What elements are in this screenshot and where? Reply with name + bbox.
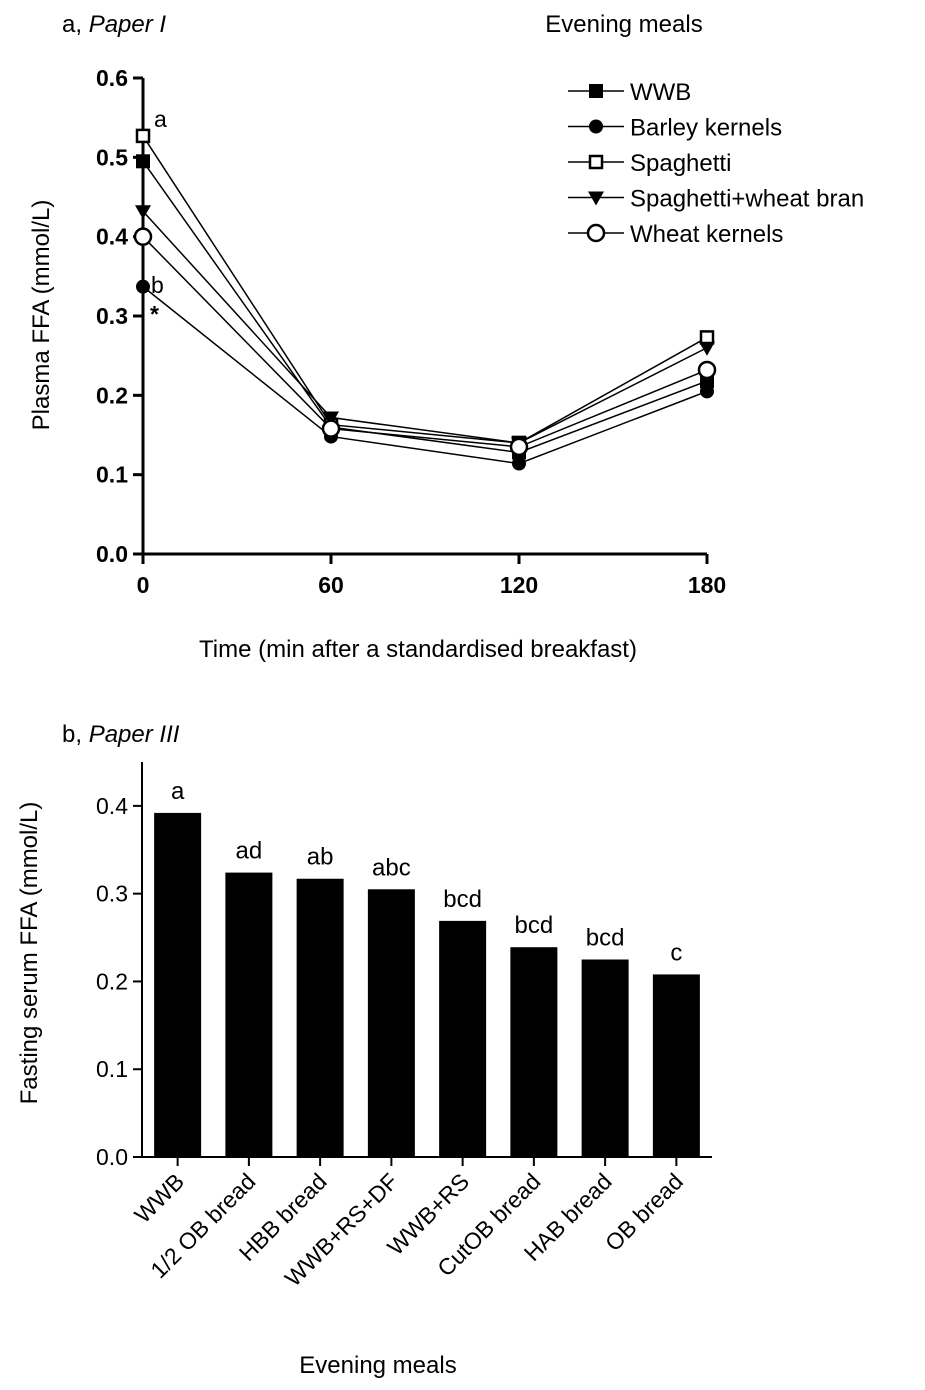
panel-a-series-line [142,135,708,444]
panel-a-data-point [697,360,717,380]
panel-b-bar-label: bcd [586,925,625,952]
panel-b-ytick-label: 0.3 [96,881,128,907]
panel-a-legend-label: Barley kernels [630,115,782,142]
panel-a-plot: 0.0 0.1 0.2 0.3 0.4 0.5 0.6 0 60 120 180 a b * WWB Barl… [96,65,864,598]
panel-a-xlabel: Time (min after a standardised breakfast… [199,636,637,663]
panel-a-data-point [135,128,151,144]
panel-b-bar-label: ab [307,844,334,871]
panel-a-label: a, Paper I [62,11,166,38]
panel-a-data-point [321,419,341,438]
panel-a-xtick-label: 180 [688,572,726,598]
panel-a-data-point [136,154,150,169]
panel-b-bar [652,974,700,1157]
panel-b-bar [154,812,202,1157]
panel-a-xtick-label: 120 [500,572,538,598]
panel-a-ytick-label: 0.4 [96,224,128,250]
panel-a-data-point [135,205,151,220]
panel-b-bar-label: a [171,778,185,805]
panel-a-annotation-star: * [150,301,159,327]
panel-a-ytick-label: 0.1 [96,462,128,488]
panel-b-bar-label: c [670,939,682,966]
panel-a-data-point [136,279,150,294]
panel-a-ytick-label: 0.2 [96,382,128,408]
panel-b-bar [225,872,273,1157]
panel-a-annotation-a: a [154,106,167,132]
panel-a-series-line [142,236,708,448]
panel-a-annotation-b: b [151,272,164,298]
panel-b-ytick-label: 0.4 [96,793,128,819]
panel-a-data-point [512,456,526,471]
panel-a-series-line [142,210,708,444]
panel-b-ytick-label: 0.1 [96,1056,128,1082]
panel-b-bar [439,920,487,1157]
panel-a-legend-label: Spaghetti+wheat bran [630,186,864,213]
panel-b-bar [510,947,558,1157]
panel-a-data-point [699,330,715,345]
panel-b-ylabel: Fasting serum FFA (mmol/L) [16,802,43,1105]
panel-a-xtick-label: 60 [318,572,344,598]
panel-b-ytick-label: 0.0 [96,1144,128,1170]
panel-a-header-right: Evening meals [545,11,702,38]
panel-b-xtick-label: WWB [129,1168,189,1228]
panel-a-data-point [699,341,715,356]
panel-a-data-point [700,384,714,399]
panel-a-ytick-label: 0.3 [96,303,128,329]
panel-a-legend-marker [589,84,603,98]
panel-b-label-italic: Paper III [89,721,180,748]
panel-b-bar-label: bcd [443,886,482,913]
panel-a-ytick-label: 0.0 [96,541,128,567]
panel-a-label-italic: Paper I [89,11,167,38]
panel-a-ytick-label: 0.5 [96,144,128,170]
panel-b-xlabel: Evening meals [299,1352,456,1379]
panel-a-series-line [142,160,708,454]
panel-a-legend-label: Spaghetti [630,150,731,177]
panel-b-bar [367,889,415,1157]
panel-a-data-point [133,227,153,246]
panel-a-ylabel: Plasma FFA (mmol/L) [28,200,55,431]
panel-a-xtick-label: 0 [137,572,150,598]
panel-b-bar-label: ad [236,838,263,865]
panel-a-ytick-label: 0.6 [96,65,128,91]
panel-a-data-point [509,437,529,457]
panel-a-legend-marker [586,223,606,243]
panel-b-bar-label: bcd [515,912,554,939]
panel-a-series-line [142,286,708,465]
panel-b-bar [581,959,629,1157]
panel-a-legend-marker [589,119,603,134]
panel-b-xtick-label: OB bread [600,1168,688,1256]
panel-a-data-point [323,411,339,426]
panel-a-legend-marker [588,191,604,206]
panel-a-legend-marker [588,154,604,170]
panel-b-bar [296,878,344,1157]
panel-b-ytick-label: 0.2 [96,968,128,994]
panel-a-legend-label: WWB [630,79,691,106]
panel-b-label: b, Paper III [62,721,180,748]
panel-b-bar-label: abc [372,854,411,881]
panel-a-legend-label: Wheat kernels [630,221,783,248]
